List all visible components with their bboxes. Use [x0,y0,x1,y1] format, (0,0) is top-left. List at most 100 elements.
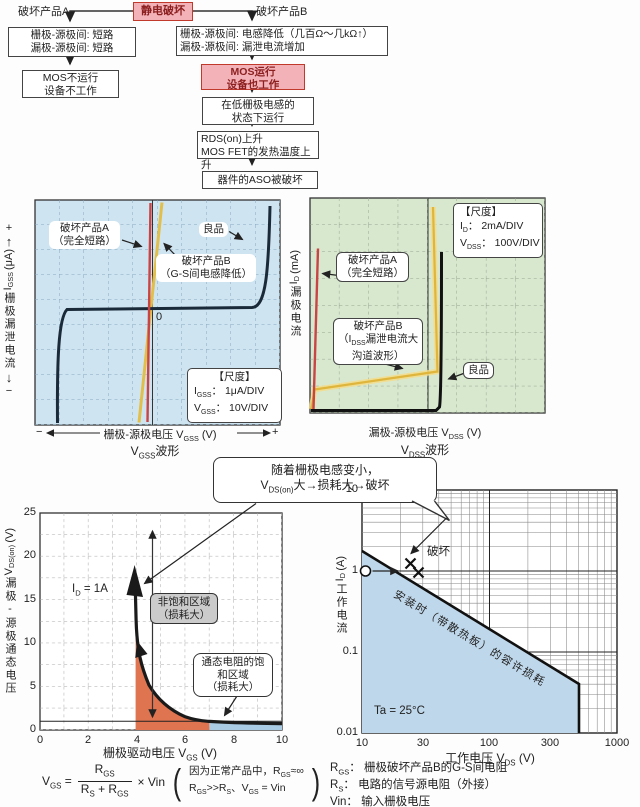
nonsaturation-region-label: 非饱和区域 （损耗大） [150,593,218,624]
vdson-y-tick-25: 25 [23,506,36,518]
vdss-product-a-line [312,248,320,410]
vdss-annotation-product-a: 破坏产品A （完全短路） [336,252,409,282]
vgss-ann-b-line1: 破坏产品B [181,255,231,267]
vdss-ann-a-line1: 破坏产品A [347,254,397,266]
vdss-x-axis-title: 漏极-源极电压 VDSS (V) [368,427,482,442]
vdson-y-name: 漏极-源极通态电压 [4,576,16,695]
saturation-region-label: 通态电阻的饱 和区域 （损耗大） [193,653,273,697]
soa-y-axis-label: (A) ID 工作电流 [333,556,349,635]
vgss-scale-title: 【尺度】 [213,371,256,383]
vgss-y-axis-label: + ↑ (μA) IGSS 栅极漏泄电流 ↓ − [1,222,17,397]
vgss-y-name: 栅极漏泄电流 [3,292,15,371]
vdss-scale-vdss: VDSS： 100V/DIV [460,237,540,252]
flow-box-a2-line1: MOS不运行 [42,72,99,84]
vdson-x-tick-0: 0 [36,734,44,746]
vgss-caption: VGSS波形 [130,444,180,461]
legend-vin: Vin： 输入栅极电压 [330,796,431,807]
flow-box-b2-line1: MOS运行 [230,66,276,78]
vdss-scale-id: ID： 2mA/DIV [460,219,524,234]
vdson-y-unit: (V) [4,528,16,543]
formula-paren-left: ( [172,760,182,802]
flow-box-b3-line2: 状态下运行 [231,112,285,124]
vgss-ann-a-line1: 破坏产品A [59,222,109,234]
soa-y-tick-01: 0.1 [342,645,358,657]
flow-box-a2: MOS不运行 设备不工作 [22,70,119,98]
vgss-y-arrow-up-icon: ↑ [5,234,13,249]
flow-root-esd: 静电破坏 [133,2,193,21]
vgss-annotation-product-a: 破坏产品A （完全短路） [49,221,120,249]
vdss-y-symbol: ID [288,275,302,285]
vdson-x-tick-6: 6 [181,734,189,746]
flow-box-a1-line2: 漏极-源极间: 短路 [30,42,114,54]
vgss-y-arrow-down-icon: ↓ [5,370,13,386]
vdss-scale-box: 【尺度】 ID： 2mA/DIV VDSS： 100V/DIV [453,203,543,258]
flow-box-b3: 在低栅极电感的 状态下运行 [202,97,314,125]
flow-box-b1-line1: 栅极-源极间: 电感降低（几百Ω～几kΩ↑） [180,28,374,40]
formula-note: 因为正常产品中，RGS≈∞ RGS>>RS、VGS = Vin [189,765,304,799]
flow-box-b1: 栅极-源极间: 电感降低（几百Ω～几kΩ↑） 漏极-源极间: 漏泄电流增加 [176,26,388,56]
vgss-y-unit: (μA) [3,249,15,271]
formula-note-line1: 因为正常产品中，RGS≈∞ [189,764,304,779]
vgss-ann-a-line2: （完全短路） [53,235,116,247]
vdson-x-tick-10: 10 [275,734,289,746]
vdson-y-symbol: VDS(on) [3,544,17,575]
vdson-x-tick-8: 8 [230,734,238,746]
vdss-ann-b-line1: 破坏产品B [353,320,403,332]
soa-y-tick-10: 10 [345,483,358,495]
formula-numerator: RGS [94,762,115,779]
vgs-formula: VGS = RGS RS + RGS × Vin ( 因为正常产品中，RGS≈∞… [42,762,322,802]
branch-a-label: 破坏产品A [18,6,70,18]
vgss-x-axis-title: 栅极-源极电压 VGSS (V) [103,429,217,444]
legend-rs: RS： 电路的信号源电阻（外接） [330,779,497,794]
vgss-product-a-line [146,202,152,423]
vgss-scale-igss: IGSS： 1μA/DIV [194,384,265,399]
vdss-y-unit: (mA) [289,250,301,274]
vdss-y-name: 漏极电流 [289,286,301,339]
flow-box-a2-line2: 设备不工作 [44,85,97,97]
vdss-scale-title: 【尺度】 [460,206,502,218]
vgss-y-plus: + [5,222,13,234]
symbol-legend: RGS： 栅极破坏产品B的G-S间电阻 RS： 电路的信号源电阻（外接） Vin… [330,762,507,807]
flow-box-b5: 器件的ASO被破坏 [202,171,318,189]
soa-y-tick-001: 0.01 [336,726,358,738]
vdss-ann-a-line2: （完全短路） [341,267,404,279]
breakdown-x-markers [404,557,425,579]
vgss-ann-b-line2: （G-S间电感降低） [160,268,253,280]
soa-x-axis-title: 工作电压 VDS (V) [445,751,535,768]
nonsat-line1: 非饱和区域 [157,596,211,608]
vdss-annotation-good: 良品 [463,362,494,379]
vgss-x-minus: − [36,426,43,438]
formula-mult: × Vin [137,774,165,789]
soa-breakdown-label: 破坏 [427,546,450,558]
legend-rgs: RGS： 栅极破坏产品B的G-S间电阻 [330,762,508,777]
vgss-y-symbol: IGSS [2,272,16,291]
formula-note-line2: RGS>>RS、VGS = Vin [189,781,286,796]
flow-box-b4-line2: MOS FET的发热温度上升 [201,146,311,171]
vdson-y-tick-5: 5 [29,680,36,692]
soa-x-tick-300: 300 [540,737,560,749]
formula-denominator: RS + RGS [77,781,132,801]
vdss-y-axis-label: (mA) ID 漏极电流 [287,250,303,338]
vgss-x-plus: + [272,426,279,438]
sat-line3: （损耗大） [206,681,260,693]
saturation-region-fill [209,721,282,730]
vgss-scale-box: 【尺度】 IGSS： 1μA/DIV VGSS： 10V/DIV [187,368,282,423]
sat-line2: 和区域 [217,668,249,681]
vgss-annotation-product-b: 破坏产品B （G-S间电感降低） [156,254,257,282]
formula-fraction: RGS RS + RGS [77,762,132,802]
soa-allowed-power-label: 安装时（带散热板）的容许损耗 [391,588,548,689]
vdson-x-axis-title: 栅极驱动电压 VGS (V) [102,746,218,763]
vgss-scale-vgss: VGSS： 10V/DIV [194,402,269,417]
flow-box-b4-line1: RDS(on)上升 [201,133,263,145]
flow-box-b1-line2: 漏极-源极间: 漏泄电流增加 [180,41,305,53]
vgss-y-minus: − [5,385,13,398]
flow-box-a1: 栅极-源极间: 短路 漏极-源极间: 短路 [8,27,136,57]
operating-point-marker [359,565,372,577]
flow-box-b4: RDS(on)上升 MOS FET的发热温度上升 [197,131,319,171]
vdson-x-tick-4: 4 [133,734,141,746]
flow-box-b2: MOS运行 设备也工作 [201,64,305,91]
branch-b-label: 破坏产品B [256,6,308,18]
vdss-product-b-curve [310,206,439,410]
flow-box-b3-line1: 在低栅极电感的 [221,99,295,111]
